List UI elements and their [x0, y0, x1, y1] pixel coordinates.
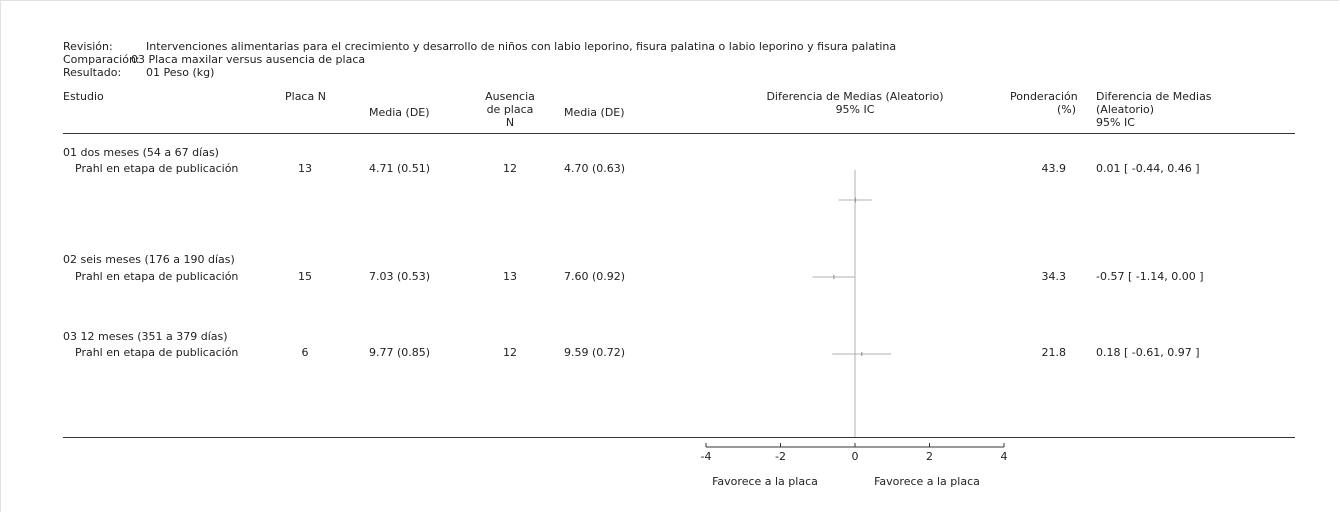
x-tick-label: -4 [701, 450, 712, 463]
header-n2-line2: de placa [486, 103, 534, 116]
header-md-line2: (Aleatorio) [1096, 103, 1155, 116]
n2-value: 13 [503, 270, 517, 283]
point-estimate [861, 352, 863, 356]
header-mean1: Media (DE) [369, 106, 430, 119]
header-plot-line2: 95% IC [835, 103, 875, 116]
point-estimate [854, 197, 857, 203]
group-title: 02 seis meses (176 a 190 días) [63, 253, 235, 266]
outcome-label: Resultado: [63, 66, 122, 79]
mean1-value: 9.77 (0.85) [369, 346, 431, 359]
weight-value: 21.8 [1041, 346, 1067, 359]
header-study: Estudio [63, 90, 104, 103]
mean2-value: 7.60 (0.92) [564, 270, 626, 283]
x-tick-label: 4 [1001, 450, 1008, 463]
header-weight-line2: (%) [1056, 103, 1076, 116]
x-tick-label: 0 [852, 450, 859, 463]
header-weight-line1: Ponderación [1010, 90, 1078, 103]
header-mean2: Media (DE) [564, 106, 625, 119]
study-name: Prahl en etapa de publicación [75, 346, 239, 359]
review-label: Revisión: [63, 40, 113, 53]
header-n1: Placa N [285, 90, 326, 103]
review-title: Intervenciones alimentarias para el crec… [146, 40, 897, 53]
x-tick-label: -2 [775, 450, 786, 463]
mean1-value: 7.03 (0.53) [369, 270, 431, 283]
comparison-value: 03 Placa maxilar versus ausencia de plac… [131, 53, 366, 66]
group-title: 01 dos meses (54 a 67 días) [63, 146, 219, 159]
footer-divider [63, 437, 1295, 438]
n1-value: 15 [298, 270, 312, 283]
header-md-line1: Diferencia de Medias [1096, 90, 1212, 103]
comparison-label: Comparación: [63, 53, 140, 66]
x-tick-label: 2 [926, 450, 933, 463]
weight-value: 34.3 [1041, 270, 1067, 283]
axis-right-label: Favorece a la placa [874, 475, 980, 488]
md-ci-value: 0.18 [ -0.61, 0.97 ] [1096, 346, 1200, 359]
header-divider [63, 133, 1295, 134]
outcome-value: 01 Peso (kg) [146, 66, 215, 79]
md-ci-value: -0.57 [ -1.14, 0.00 ] [1096, 270, 1204, 283]
n2-value: 12 [503, 346, 517, 359]
axis-left-label: Favorece a la placa [712, 475, 818, 488]
point-estimate [833, 275, 835, 279]
group-title: 03 12 meses (351 a 379 días) [63, 330, 228, 343]
header-md-line3: 95% IC [1096, 116, 1135, 129]
n1-value: 6 [301, 346, 309, 359]
header-n2-line3: N [505, 116, 515, 129]
header-n2-line1: Ausencia [485, 90, 535, 103]
mean2-value: 9.59 (0.72) [564, 346, 626, 359]
n2-value: 12 [503, 162, 517, 175]
n1-value: 13 [298, 162, 312, 175]
study-name: Prahl en etapa de publicación [75, 162, 239, 175]
md-ci-value: 0.01 [ -0.44, 0.46 ] [1096, 162, 1200, 175]
mean1-value: 4.71 (0.51) [369, 162, 431, 175]
weight-value: 43.9 [1041, 162, 1067, 175]
study-name: Prahl en etapa de publicación [75, 270, 239, 283]
header-plot-line1: Diferencia de Medias (Aleatorio) [766, 90, 944, 103]
mean2-value: 4.70 (0.63) [564, 162, 626, 175]
